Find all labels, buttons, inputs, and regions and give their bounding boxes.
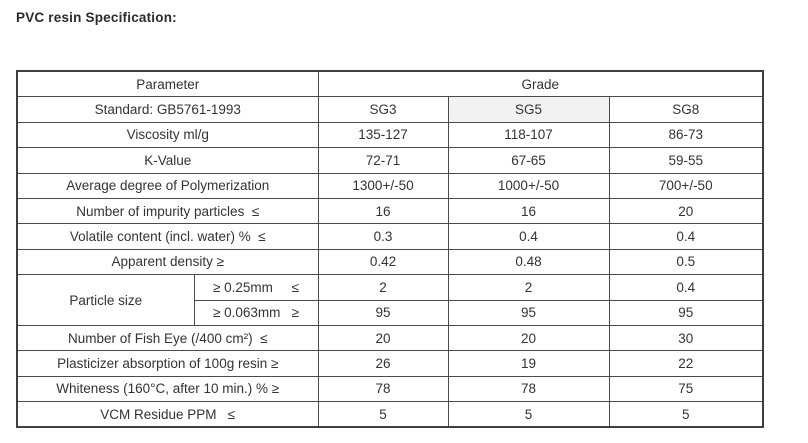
param-cell: VCM Residue PPM ≤ (16, 401, 319, 428)
table-row-volatile-content: Volatile content (incl. water) % ≤ 0.3 0… (16, 223, 764, 250)
value-cell: 16 (447, 197, 610, 225)
table-row-polymerization: Average degree of Polymerization 1300+/-… (16, 172, 764, 199)
value-cell: 75 (608, 375, 764, 403)
value-cell: 0.3 (317, 223, 449, 250)
value-cell: 19 (447, 350, 610, 377)
value-cell: 20 (447, 324, 610, 352)
table-row-vcm-residue: VCM Residue PPM ≤ 5 5 5 (16, 401, 764, 428)
value-cell: 2 (317, 274, 449, 301)
param-cell: Number of impurity particles ≤ (16, 197, 319, 225)
value-cell: 59-55 (608, 147, 764, 174)
value-cell: 20 (317, 324, 449, 352)
value-cell: 700+/-50 (608, 172, 764, 199)
table-row-whiteness: Whiteness (160°C, after 10 min.) % ≥ 78 … (16, 375, 764, 403)
value-cell: 72-71 (317, 147, 449, 174)
table-header-row: Parameter Grade (16, 70, 764, 98)
value-cell: 67-65 (447, 147, 610, 174)
value-cell: 1000+/-50 (447, 172, 610, 199)
value-cell: 0.5 (608, 248, 764, 276)
value-cell: 22 (608, 350, 764, 377)
table-row-impurity-particles: Number of impurity particles ≤ 16 16 20 (16, 197, 764, 225)
param-cell: K-Value (16, 147, 319, 174)
value-cell: 5 (447, 401, 610, 428)
value-cell: 1300+/-50 (317, 172, 449, 199)
value-cell: 0.4 (608, 223, 764, 250)
value-cell: 0.42 (317, 248, 449, 276)
table-row-plasticizer-absorption: Plasticizer absorption of 100g resin ≥ 2… (16, 350, 764, 377)
value-cell: 20 (608, 197, 764, 225)
sub-param-cell: ≥ 0.063mm ≥ (193, 299, 319, 326)
value-cell: 5 (608, 401, 764, 428)
param-cell: Viscosity ml/g (16, 121, 319, 149)
particle-size-label-cell: Particle size (16, 274, 195, 326)
spec-table: Parameter Grade Standard: GB5761-1993 SG… (16, 70, 764, 429)
value-cell: 135-127 (317, 121, 449, 149)
value-cell: 0.48 (447, 248, 610, 276)
table-row-k-value: K-Value 72-71 67-65 59-55 (16, 147, 764, 174)
table-row-particle-size-025: Particle size ≥ 0.25mm ≤ 2 2 0.4 (16, 274, 764, 326)
grade-sg5-cell: SG5 (447, 96, 610, 123)
standard-label-cell: Standard: GB5761-1993 (16, 96, 319, 123)
value-cell: 5 (317, 401, 449, 428)
grade-header-cell: Grade (317, 70, 764, 98)
value-cell: 95 (447, 299, 610, 326)
param-cell: Average degree of Polymerization (16, 172, 319, 199)
standard-row: Standard: GB5761-1993 SG3 SG5 SG8 (16, 96, 764, 123)
grade-sg3-cell: SG3 (317, 96, 449, 123)
param-cell: Volatile content (incl. water) % ≤ (16, 223, 319, 250)
table-row-fish-eye: Number of Fish Eye (/400 cm²) ≤ 20 20 30 (16, 324, 764, 352)
table-row-particle-size-0063: ≥ 0.063mm ≥ 95 95 95 (17, 299, 764, 326)
grade-sg8-cell: SG8 (608, 96, 764, 123)
page-title: PVC resin Specification: (16, 10, 177, 25)
value-cell: 0.4 (447, 223, 610, 250)
value-cell: 78 (447, 375, 610, 403)
table-row-apparent-density: Apparent density ≥ 0.42 0.48 0.5 (16, 248, 764, 276)
param-cell: Number of Fish Eye (/400 cm²) ≤ (16, 324, 319, 352)
sub-param-cell: ≥ 0.25mm ≤ (193, 274, 319, 301)
value-cell: 26 (317, 350, 449, 377)
value-cell: 30 (608, 324, 764, 352)
table-row-viscosity: Viscosity ml/g 135-127 118-107 86-73 (16, 121, 764, 149)
parameter-header-cell: Parameter (16, 70, 319, 98)
value-cell: 78 (317, 375, 449, 403)
value-cell: 118-107 (447, 121, 610, 149)
value-cell: 95 (608, 299, 764, 326)
value-cell: 86-73 (608, 121, 764, 149)
value-cell: 0.4 (608, 274, 764, 301)
param-cell: Plasticizer absorption of 100g resin ≥ (16, 350, 319, 377)
value-cell: 16 (317, 197, 449, 225)
param-cell: Whiteness (160°C, after 10 min.) % ≥ (16, 375, 319, 403)
value-cell: 95 (317, 299, 449, 326)
param-cell: Apparent density ≥ (16, 248, 319, 276)
value-cell: 2 (447, 274, 610, 301)
